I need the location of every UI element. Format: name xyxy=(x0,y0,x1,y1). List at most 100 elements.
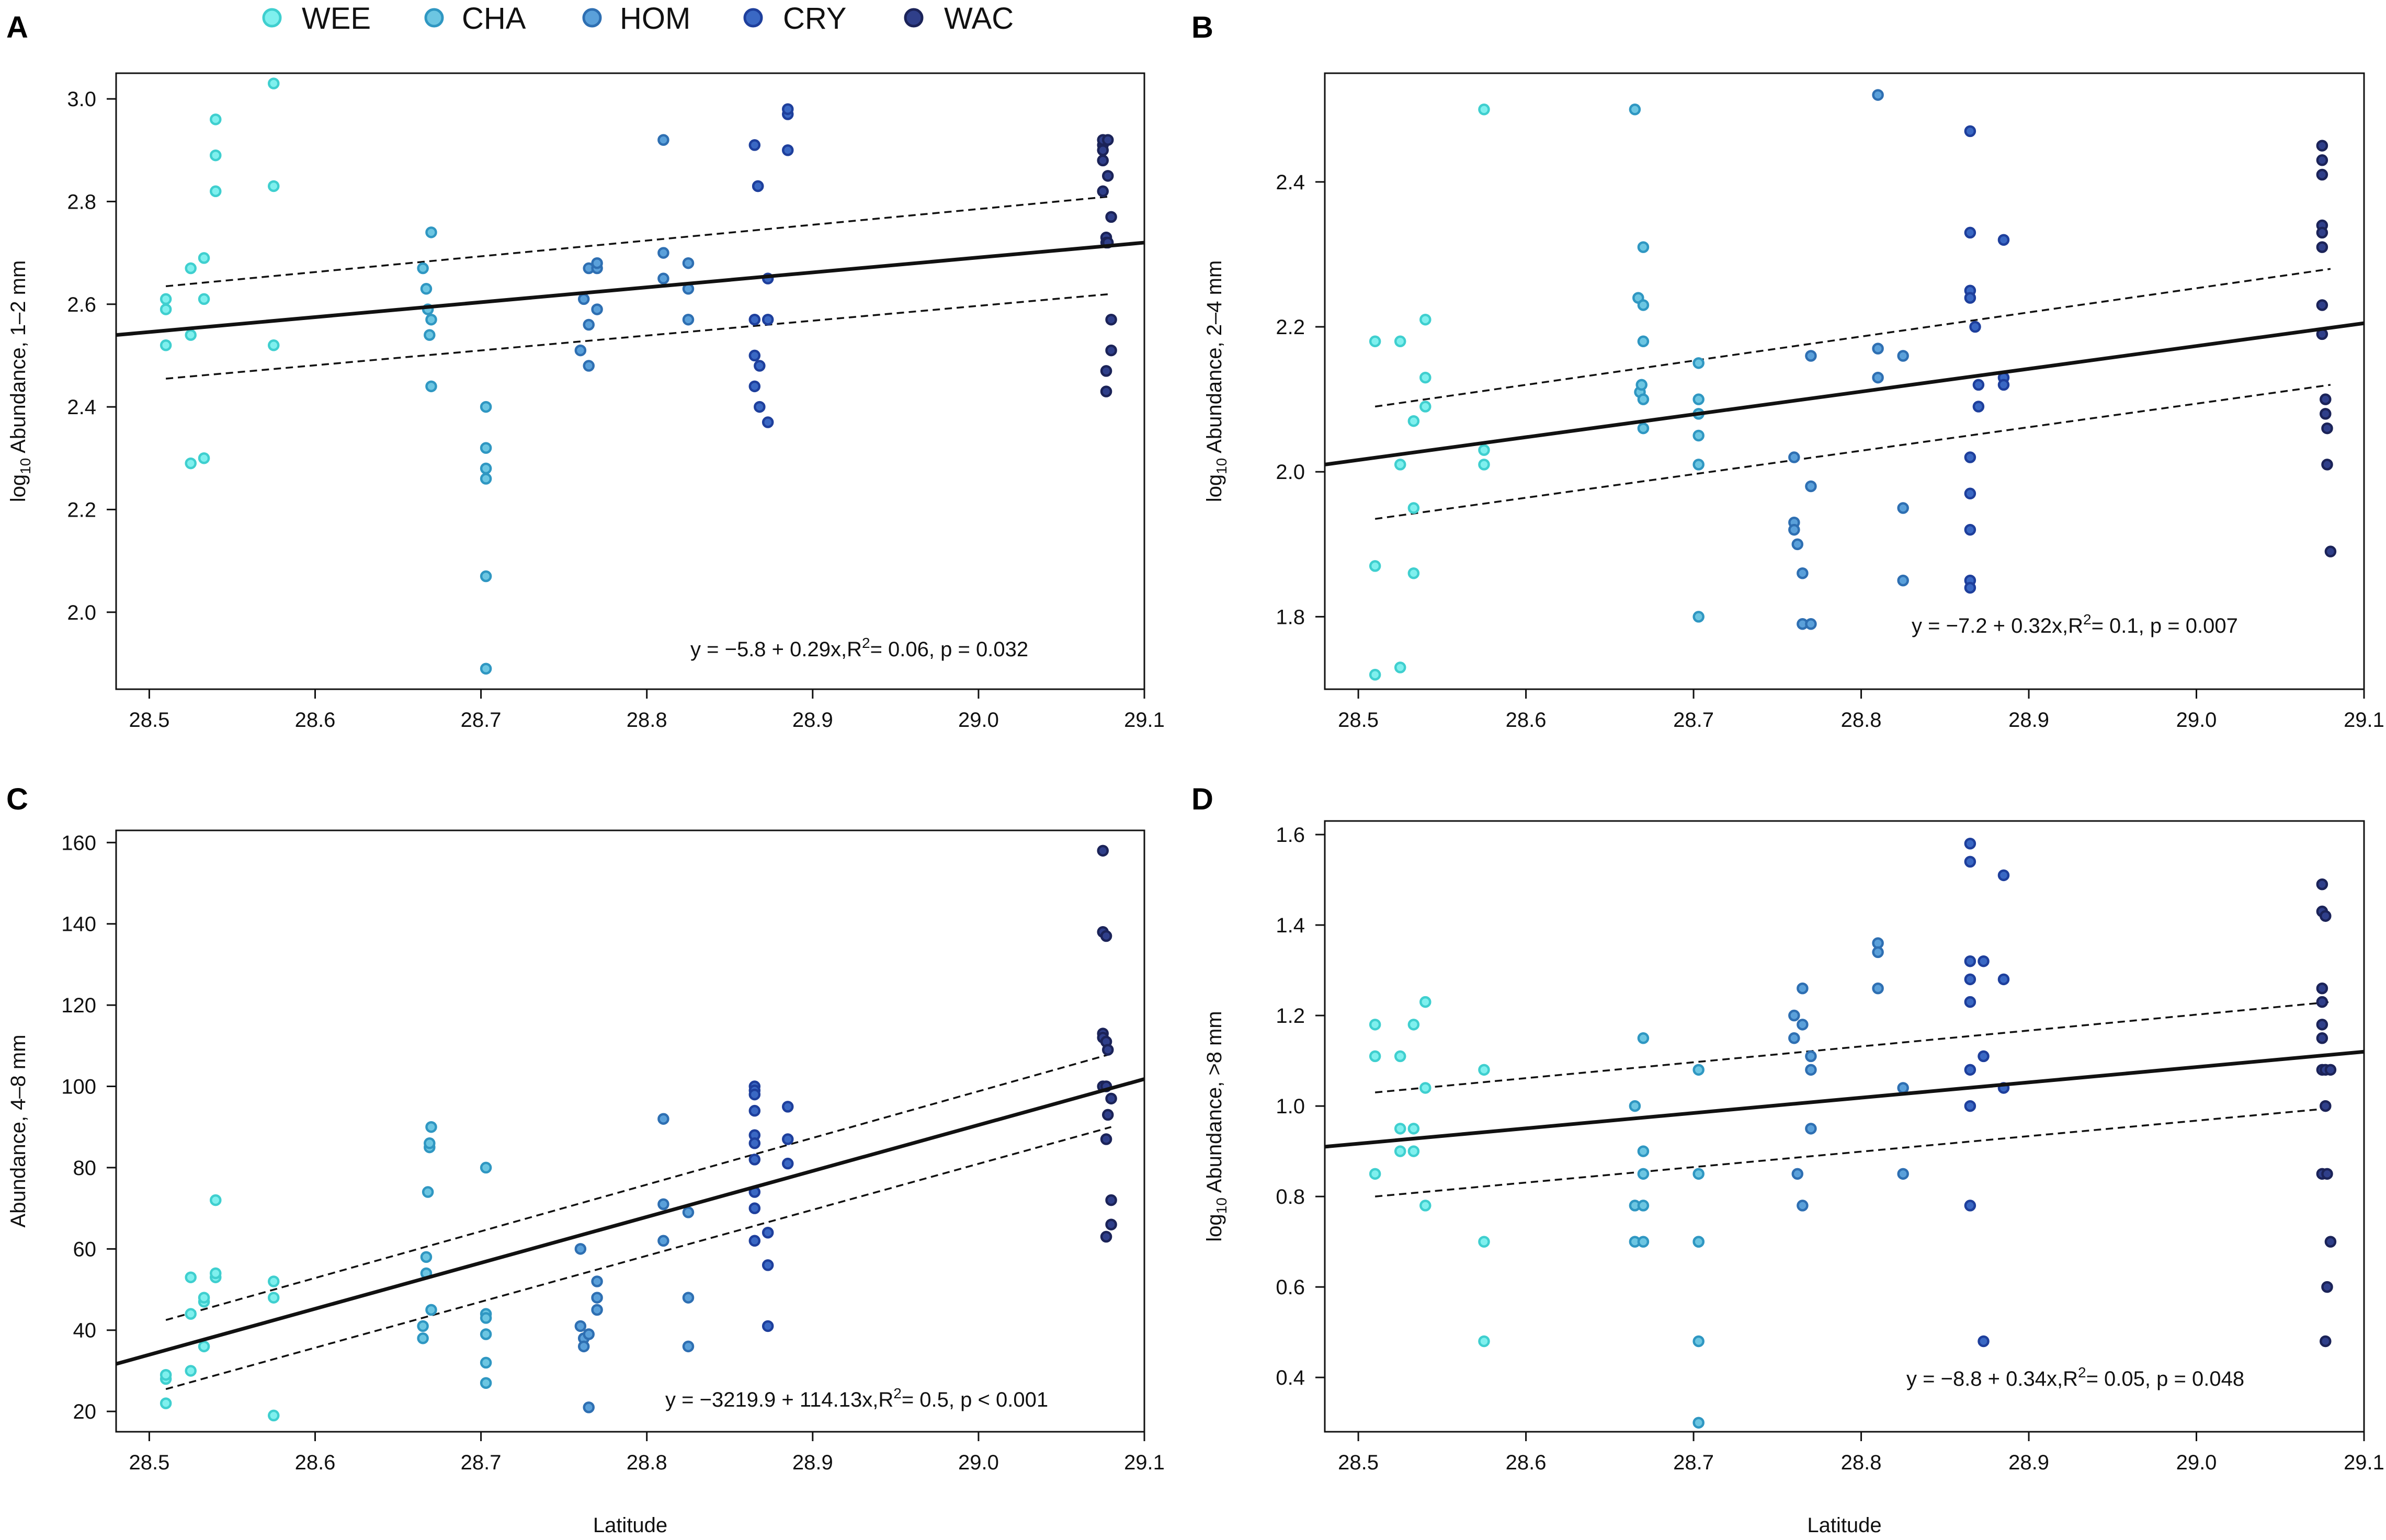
data-point-wee xyxy=(1394,459,1406,471)
data-point-cry xyxy=(748,349,761,362)
series-cha xyxy=(1629,1032,1705,1429)
plot-frame xyxy=(1324,72,2365,690)
data-point-cry xyxy=(1964,292,1976,304)
data-point-wac xyxy=(1105,1218,1117,1230)
data-point-wee xyxy=(1478,104,1490,116)
x-axis-title: Latitude xyxy=(1807,1514,1881,1537)
y-axis-title-prefix: log xyxy=(7,474,30,502)
data-point-wee xyxy=(1419,1082,1431,1094)
data-point-wac xyxy=(1101,170,1114,182)
y-tick-label: 40 xyxy=(73,1319,97,1342)
data-point-hom xyxy=(1897,574,1909,587)
data-point-wac xyxy=(1105,313,1117,326)
data-point-cry xyxy=(1964,451,1976,463)
data-point-cha xyxy=(1692,357,1705,369)
ci-lower-line xyxy=(1374,1107,2331,1197)
data-point-cha xyxy=(1637,1236,1650,1248)
data-point-wee xyxy=(267,339,280,351)
y-axis-title-rest: Abundance, >8 mm xyxy=(1203,1011,1226,1197)
regression-line xyxy=(116,241,1145,337)
y-tick-label: 0.8 xyxy=(1276,1185,1305,1208)
equation-main: y = −5.8 + 0.29x,R xyxy=(690,638,862,661)
series-wac xyxy=(1097,134,1117,397)
data-point-hom xyxy=(1797,1200,1809,1212)
x-axis-title: Latitude xyxy=(593,1514,667,1537)
data-point-cry xyxy=(754,401,766,413)
data-point-wac xyxy=(1100,930,1112,942)
data-point-cha xyxy=(425,313,437,326)
data-point-cry xyxy=(1997,234,2010,246)
data-point-cry xyxy=(1978,1050,1990,1063)
data-point-cha xyxy=(1637,393,1650,405)
data-point-cry xyxy=(1978,955,1990,967)
x-tick-label: 28.5 xyxy=(1338,1451,1379,1474)
legend-marker-hom xyxy=(582,8,602,28)
data-point-wee xyxy=(198,1340,210,1353)
data-point-cha xyxy=(417,1320,429,1332)
data-point-wee xyxy=(1369,335,1381,348)
series-wac xyxy=(2316,140,2337,557)
data-point-wee xyxy=(1478,459,1490,471)
data-point-cry xyxy=(748,139,761,151)
data-point-hom xyxy=(1805,1123,1817,1135)
data-point-cry xyxy=(748,1235,761,1247)
data-point-hom xyxy=(1788,1009,1800,1022)
data-point-cha xyxy=(1692,1335,1705,1348)
data-point-wac xyxy=(2321,422,2333,435)
y-axis-title-prefix: log xyxy=(1203,474,1226,502)
x-tick-label: 29.1 xyxy=(1124,1451,1165,1474)
data-point-wee xyxy=(1478,1236,1490,1248)
data-point-wac xyxy=(1100,1230,1112,1243)
data-point-cry xyxy=(1964,973,1976,986)
y-tick-label: 1.8 xyxy=(1276,606,1305,629)
equation-main: y = −8.8 + 0.34x,R xyxy=(1906,1367,2078,1390)
y-tick-label: 160 xyxy=(61,831,96,854)
data-point-cry xyxy=(781,1101,794,1113)
data-point-cry xyxy=(1964,226,1976,239)
y-axis-title-prefix: log xyxy=(1203,1214,1226,1241)
x-tick-label: 29.1 xyxy=(1124,709,1165,732)
data-point-wee xyxy=(1369,1168,1381,1180)
data-point-cry xyxy=(1997,973,2010,986)
ci-upper-line xyxy=(165,1053,1112,1321)
data-point-wee xyxy=(1478,1335,1490,1348)
regression-line xyxy=(116,1077,1145,1366)
data-point-wee xyxy=(160,293,172,305)
data-point-wee xyxy=(1419,996,1431,1008)
data-point-wac xyxy=(1097,185,1109,198)
series-wac xyxy=(1097,845,1117,1243)
y-tick-label: 0.6 xyxy=(1276,1276,1305,1299)
series-hom xyxy=(1788,89,1909,630)
y-tick-label: 60 xyxy=(73,1238,97,1261)
data-point-wee xyxy=(1369,669,1381,681)
ci-upper-line xyxy=(1374,268,2331,408)
y-axis-title-subscript: 10 xyxy=(1213,458,1230,474)
data-point-cry xyxy=(1972,379,1985,391)
data-point-hom xyxy=(657,1113,669,1125)
data-point-hom xyxy=(657,247,669,259)
x-tick-label: 28.5 xyxy=(129,709,169,732)
data-point-cry xyxy=(748,1154,761,1166)
equation-superscript: 2 xyxy=(893,1385,902,1401)
data-point-wee xyxy=(1369,1019,1381,1031)
legend-label-wee: WEE xyxy=(302,2,371,36)
y-tick-label: 2.0 xyxy=(1276,461,1305,484)
series-wee xyxy=(160,77,280,470)
y-axis-title-rest: Abundance, 2–4 mm xyxy=(1203,260,1226,458)
legend-item-wee: WEE xyxy=(262,2,371,36)
series-wac xyxy=(2316,878,2337,1348)
data-point-hom xyxy=(574,1320,587,1332)
legend-marker-wee xyxy=(262,8,282,28)
regression-line xyxy=(1324,321,2365,466)
data-point-hom xyxy=(1805,350,1817,362)
data-point-wee xyxy=(1419,371,1431,384)
data-point-hom xyxy=(1897,350,1909,362)
legend-item-wac: WAC xyxy=(904,2,1014,36)
x-tick-label: 28.8 xyxy=(627,709,667,732)
data-point-cry xyxy=(1964,1200,1976,1212)
x-tick-label: 29.1 xyxy=(2344,709,2384,732)
data-point-wac xyxy=(1101,134,1114,146)
y-tick-label: 120 xyxy=(61,994,96,1017)
legend-label-hom: HOM xyxy=(620,2,690,36)
data-point-hom xyxy=(657,272,669,284)
